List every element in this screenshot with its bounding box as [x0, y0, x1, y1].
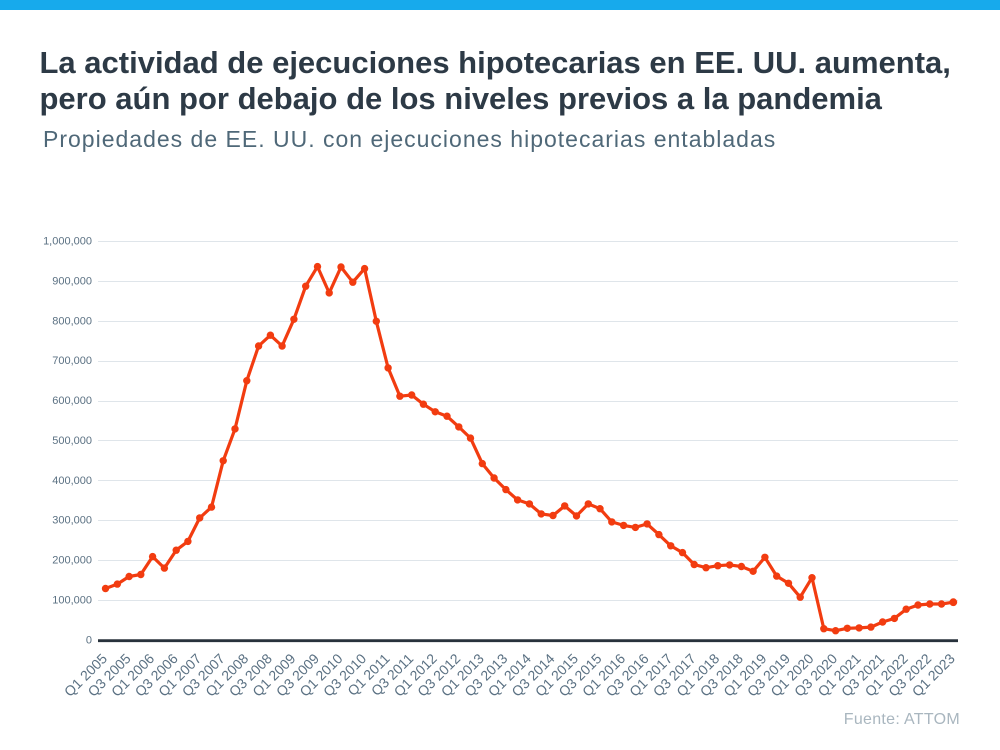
svg-text:500,000: 500,000 — [52, 435, 92, 447]
svg-text:400,000: 400,000 — [52, 475, 92, 487]
svg-text:1,000,000: 1,000,000 — [43, 236, 92, 248]
svg-text:100,000: 100,000 — [52, 594, 92, 606]
svg-text:200,000: 200,000 — [52, 555, 92, 567]
svg-text:700,000: 700,000 — [52, 355, 92, 367]
svg-text:800,000: 800,000 — [52, 315, 92, 327]
svg-text:600,000: 600,000 — [52, 395, 92, 407]
svg-text:900,000: 900,000 — [52, 275, 92, 287]
svg-text:300,000: 300,000 — [52, 515, 92, 527]
svg-text:0: 0 — [86, 634, 92, 646]
